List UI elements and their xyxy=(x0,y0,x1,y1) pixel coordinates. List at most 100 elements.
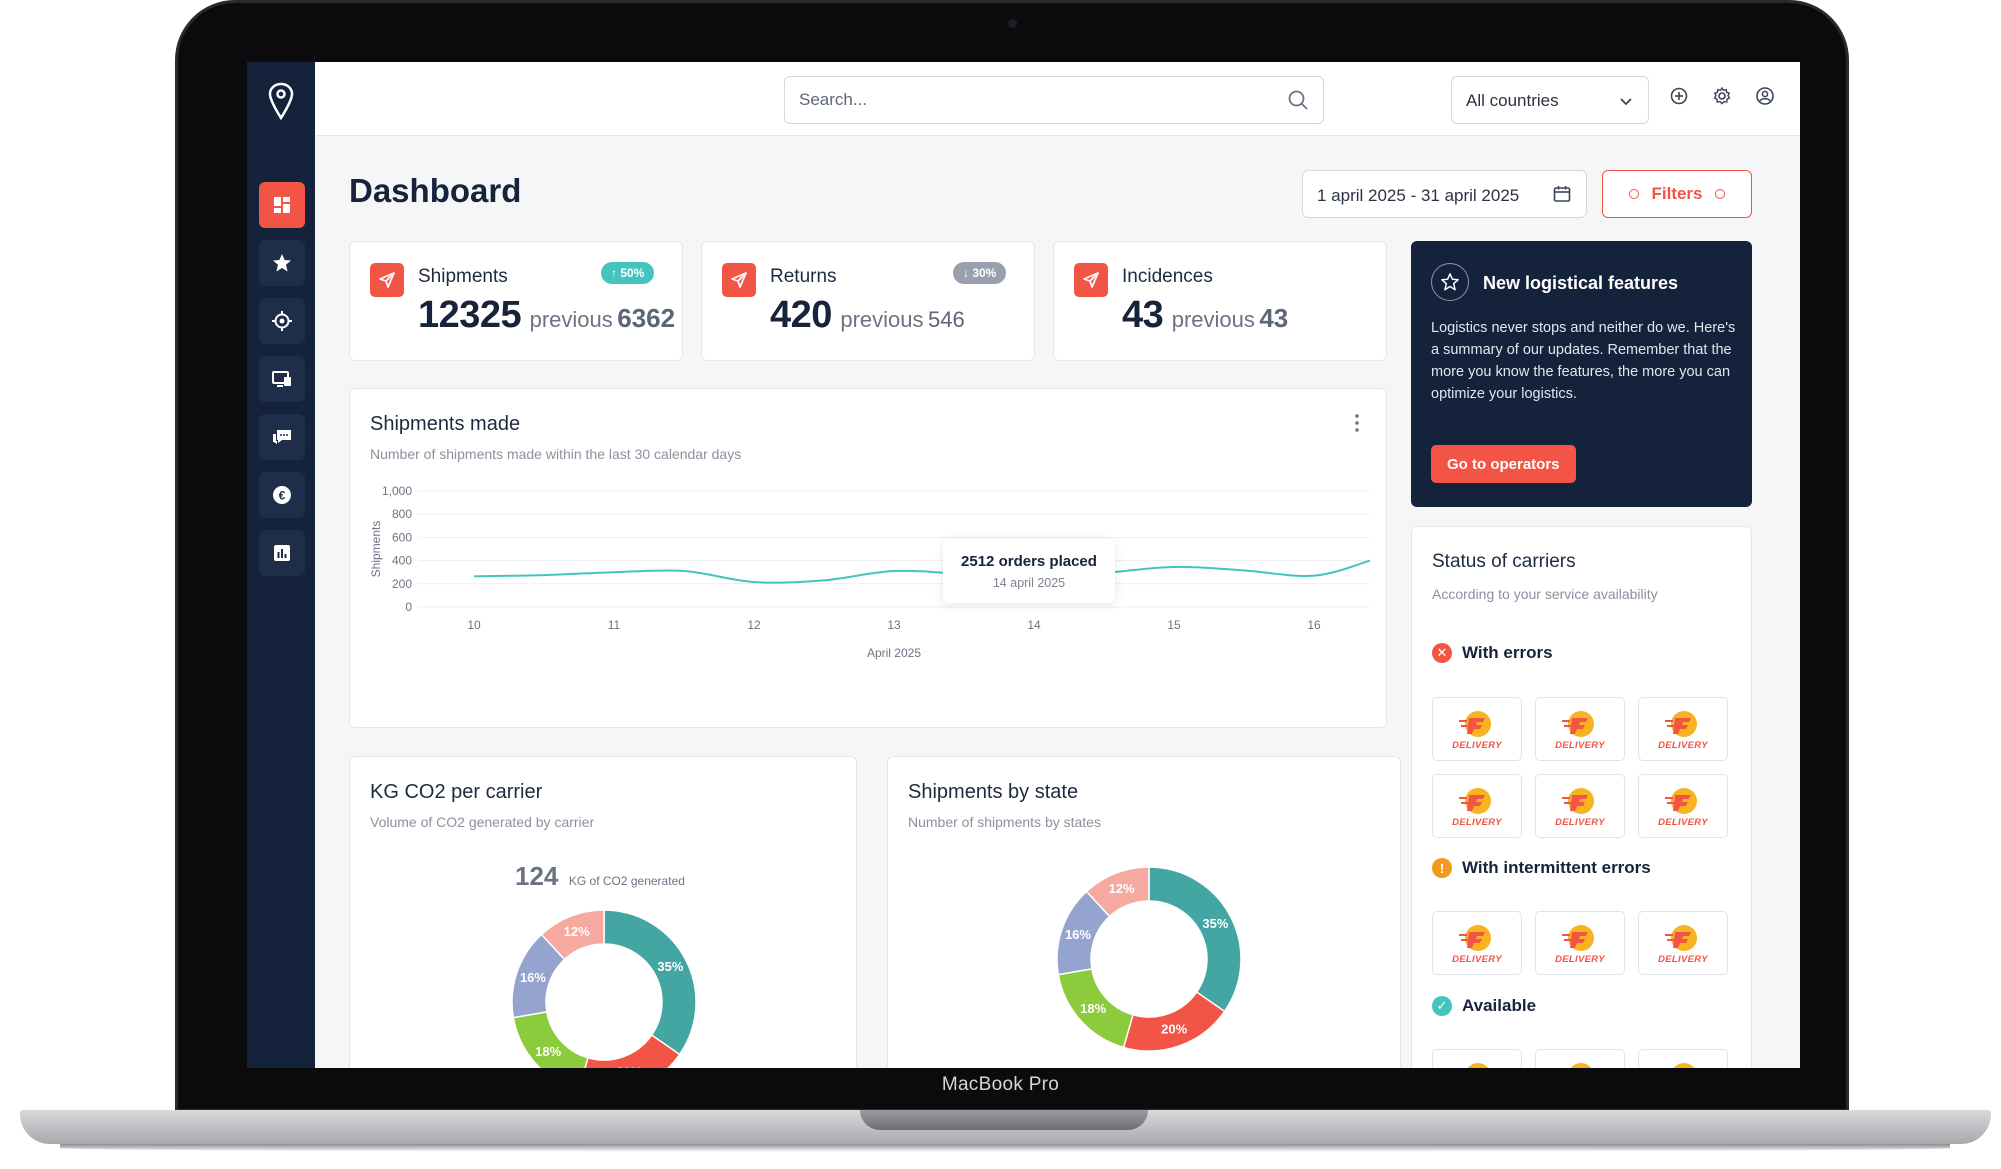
co2-card: KG CO2 per carrier Volume of CO2 generat… xyxy=(349,756,857,1068)
card-subtitle: Volume of CO2 generated by carrier xyxy=(370,814,595,830)
location-logo-icon xyxy=(268,82,294,121)
carrier-tile[interactable]: DELIVERY xyxy=(1638,697,1728,761)
delivery-logo-icon xyxy=(1562,924,1594,951)
country-select[interactable]: All countries xyxy=(1451,76,1649,124)
status-label: Available xyxy=(1462,996,1537,1015)
card-title: Status of carriers xyxy=(1432,551,1576,572)
slice-label: 18% xyxy=(535,1044,561,1059)
previous-label: previous xyxy=(529,307,613,332)
card-subtitle: According to your service availability xyxy=(1432,586,1658,602)
carrier-tile-label: DELIVERY xyxy=(1555,953,1605,965)
carrier-tile[interactable]: DELIVERY xyxy=(1432,1049,1522,1068)
y-tick-label: 0 xyxy=(405,600,412,614)
status-label: With errors xyxy=(1462,643,1553,662)
stat-label: Returns xyxy=(770,266,837,287)
user-icon[interactable] xyxy=(1755,86,1775,106)
carrier-tile[interactable]: DELIVERY xyxy=(1432,697,1522,761)
search-icon[interactable] xyxy=(1287,89,1309,111)
stat-card-incidences[interactable]: Incidences 43 previous 43 xyxy=(1053,241,1387,361)
donut-slice xyxy=(603,909,697,1056)
carrier-tile[interactable]: DELIVERY xyxy=(1535,697,1625,761)
status-group-available: ✓ Available xyxy=(1432,996,1536,1016)
donut-slice xyxy=(540,909,605,961)
slice-label: 12% xyxy=(564,924,590,939)
stat-card-shipments[interactable]: Shipments ↑ 50% 12325 previous 6362 xyxy=(349,241,683,361)
trend-badge: ↓ 30% xyxy=(953,262,1007,284)
check-icon: ✓ xyxy=(1432,996,1452,1016)
more-options-icon[interactable] xyxy=(1354,413,1360,433)
error-icon: ✕ xyxy=(1432,643,1452,663)
stat-value: 420 previous 546 xyxy=(770,294,965,337)
donut-slice xyxy=(1085,866,1150,918)
carrier-tile-label: DELIVERY xyxy=(1452,739,1502,751)
sidebar-item-devices[interactable] xyxy=(259,356,305,402)
slice-label: 20% xyxy=(616,1065,642,1068)
carrier-tile[interactable]: DELIVERY xyxy=(1432,911,1522,975)
tooltip-date: 14 april 2025 xyxy=(992,576,1066,590)
send-icon xyxy=(370,263,404,297)
new-features-card: New logistical features Logistics never … xyxy=(1411,241,1752,507)
card-title: Shipments by state xyxy=(908,781,1079,803)
page-title: Dashboard xyxy=(349,172,522,209)
chevron-down-icon xyxy=(1620,98,1632,106)
delivery-logo-icon xyxy=(1665,924,1697,951)
slice-label: 16% xyxy=(520,970,546,985)
search-input[interactable] xyxy=(799,77,1269,123)
carrier-tile[interactable]: DELIVERY xyxy=(1638,911,1728,975)
search-box xyxy=(784,76,1324,124)
x-tick-label: 14 xyxy=(1027,618,1041,632)
trend-badge: ↑ 50% xyxy=(601,262,655,284)
country-select-value: All countries xyxy=(1466,91,1559,110)
sidebar-item-billing[interactable]: € xyxy=(259,472,305,518)
go-to-operators-button[interactable]: Go to operators xyxy=(1431,445,1576,483)
y-tick-label: 1,000 xyxy=(382,484,412,498)
x-tick-label: 12 xyxy=(747,618,761,632)
carrier-tile[interactable]: DELIVERY xyxy=(1638,1049,1728,1068)
sidebar-item-tracking[interactable] xyxy=(259,298,305,344)
carrier-tile[interactable]: DELIVERY xyxy=(1432,774,1522,838)
carrier-tile[interactable]: DELIVERY xyxy=(1535,911,1625,975)
features-title: New logistical features xyxy=(1483,273,1679,293)
x-tick-label: 15 xyxy=(1167,618,1181,632)
features-body: Logistics never stops and neither do we.… xyxy=(1431,320,1736,402)
star-outline-icon xyxy=(1431,263,1469,301)
carrier-tile[interactable]: DELIVERY xyxy=(1535,1049,1625,1068)
add-circle-icon[interactable] xyxy=(1669,86,1689,106)
delivery-logo-icon xyxy=(1459,710,1491,737)
slice-label: 12% xyxy=(1109,881,1135,896)
delivery-logo-icon xyxy=(1665,710,1697,737)
previous-value: 6362 xyxy=(617,303,676,333)
carrier-tile-label: DELIVERY xyxy=(1658,816,1708,828)
euro-icon: € xyxy=(273,486,291,504)
status-group-intermittent: ! With intermittent errors xyxy=(1432,858,1651,878)
sidebar: € xyxy=(247,62,315,1068)
delivery-logo-icon xyxy=(1673,1062,1695,1068)
bar-chart-icon xyxy=(274,545,290,561)
sidebar-item-favorites[interactable] xyxy=(259,240,305,286)
sidebar-item-dashboard[interactable] xyxy=(259,182,305,228)
delivery-logo-icon xyxy=(1570,1062,1592,1068)
previous-label: previous xyxy=(840,307,924,332)
filters-button[interactable]: Filters xyxy=(1602,170,1752,218)
sidebar-item-reports[interactable] xyxy=(259,530,305,576)
date-range-picker[interactable]: 1 april 2025 - 31 april 2025 xyxy=(1302,170,1587,218)
donut-slice xyxy=(1148,866,1242,1013)
card-subtitle: Number of shipments by states xyxy=(908,814,1101,830)
star-icon xyxy=(273,254,291,272)
svg-text:€: € xyxy=(279,489,286,503)
sidebar-item-messages[interactable] xyxy=(259,414,305,460)
co2-total: 124 KG of CO2 generated xyxy=(515,861,685,892)
states-donut-chart: 35% 20% 18% 16% 12% xyxy=(1056,866,1242,1052)
stat-label: Incidences xyxy=(1122,266,1213,287)
previous-label: previous xyxy=(1171,307,1255,332)
carrier-tile[interactable]: DELIVERY xyxy=(1535,774,1625,838)
gear-icon[interactable] xyxy=(1712,86,1732,106)
carrier-tile[interactable]: DELIVERY xyxy=(1638,774,1728,838)
status-label: With intermittent errors xyxy=(1462,858,1651,877)
stat-card-returns[interactable]: Returns ↓ 30% 420 previous 546 xyxy=(701,241,1035,361)
co2-total-value: 124 xyxy=(515,861,559,891)
filters-label: Filters xyxy=(1651,184,1703,203)
delivery-logo-icon xyxy=(1665,787,1697,814)
previous-value: 546 xyxy=(927,307,965,332)
x-tick-label: 13 xyxy=(887,618,901,632)
